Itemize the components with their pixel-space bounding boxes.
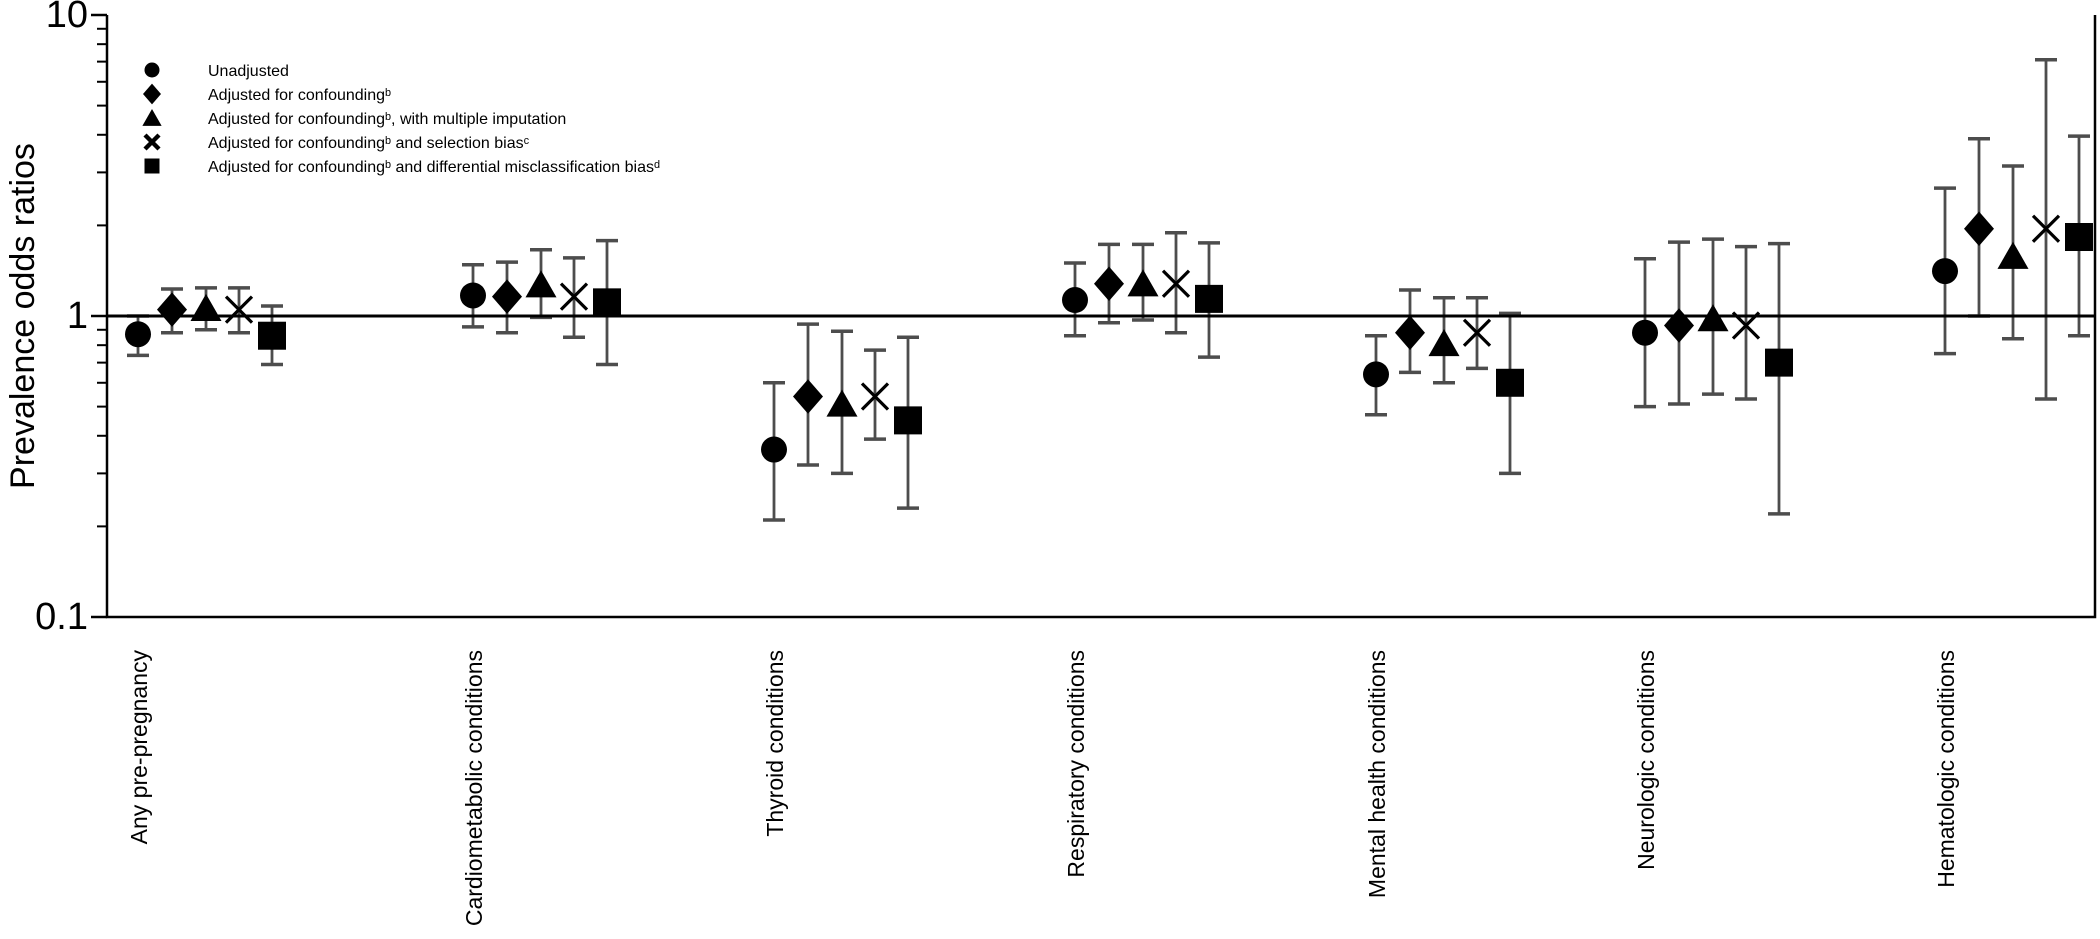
- legend-symbol-x: [143, 133, 161, 151]
- marker-x-c5: [1731, 311, 1761, 340]
- marker-circle-c0: [125, 321, 151, 348]
- y-tick-label: 10: [46, 0, 88, 36]
- marker-diamond-c3: [1094, 266, 1124, 301]
- marker-x-c2: [860, 382, 890, 411]
- marker-diamond-c4: [1395, 315, 1425, 350]
- marker-circle-c4: [1363, 361, 1389, 388]
- marker-square-c4: [1496, 368, 1524, 397]
- marker-x-c3: [1161, 269, 1191, 298]
- marker-diamond-c6: [1964, 211, 1994, 246]
- marker-diamond-c5: [1664, 308, 1694, 343]
- category-label-c5: Neurologic conditions: [1633, 650, 1659, 870]
- marker-triangle-c6: [1997, 241, 2029, 269]
- y-tick-label: 1: [67, 295, 88, 337]
- marker-diamond-c1: [492, 279, 522, 314]
- marker-square-c1: [593, 288, 621, 317]
- marker-triangle-c2: [826, 389, 858, 417]
- marker-diamond-c0: [157, 292, 187, 327]
- marker-triangle-c1: [525, 270, 557, 298]
- legend-label: Adjusted for confoundingᵇ and selection …: [208, 135, 530, 152]
- marker-triangle-c5: [1697, 304, 1729, 332]
- legend-symbol-diamond: [143, 83, 161, 105]
- marker-x-c6: [2031, 214, 2061, 243]
- category-label-c0: Any pre-pregnancy: [126, 650, 152, 845]
- legend-label: Adjusted for confoundingᵇ and differenti…: [208, 159, 660, 176]
- category-label-c1: Cardiometabolic conditions: [461, 650, 487, 926]
- category-label-c2: Thyroid conditions: [762, 650, 788, 837]
- marker-circle-c3: [1062, 287, 1088, 314]
- category-label-c6: Hematologic conditions: [1933, 650, 1959, 888]
- marker-diamond-c2: [793, 379, 823, 414]
- marker-square-c5: [1765, 348, 1793, 377]
- legend-label: Adjusted for confoundingᵇ, with multiple…: [208, 111, 566, 128]
- marker-circle-c5: [1632, 319, 1658, 346]
- marker-square-c2: [894, 406, 922, 435]
- y-tick-label: 0.1: [35, 596, 88, 638]
- legend-symbol-circle: [144, 62, 160, 78]
- marker-square-c6: [2065, 223, 2093, 252]
- marker-x-c4: [1462, 318, 1492, 347]
- marker-triangle-c4: [1428, 329, 1460, 357]
- marker-square-c0: [258, 321, 286, 350]
- legend-label: Adjusted for confoundingᵇ: [208, 87, 391, 104]
- marker-circle-c6: [1932, 258, 1958, 285]
- marker-circle-c2: [761, 436, 787, 463]
- marker-x-c1: [559, 282, 589, 311]
- legend-label: Unadjusted: [208, 63, 289, 80]
- category-label-c4: Mental health conditions: [1364, 650, 1390, 898]
- marker-square-c3: [1195, 284, 1223, 313]
- marker-circle-c1: [460, 282, 486, 309]
- legend-symbol-triangle: [142, 109, 162, 126]
- legend-symbol-square: [144, 158, 160, 174]
- y-axis-title: Prevalence odds ratios: [4, 143, 42, 489]
- marker-x-c0: [224, 295, 254, 324]
- marker-triangle-c0: [190, 293, 222, 321]
- category-label-c3: Respiratory conditions: [1063, 650, 1089, 878]
- marker-triangle-c3: [1127, 269, 1159, 297]
